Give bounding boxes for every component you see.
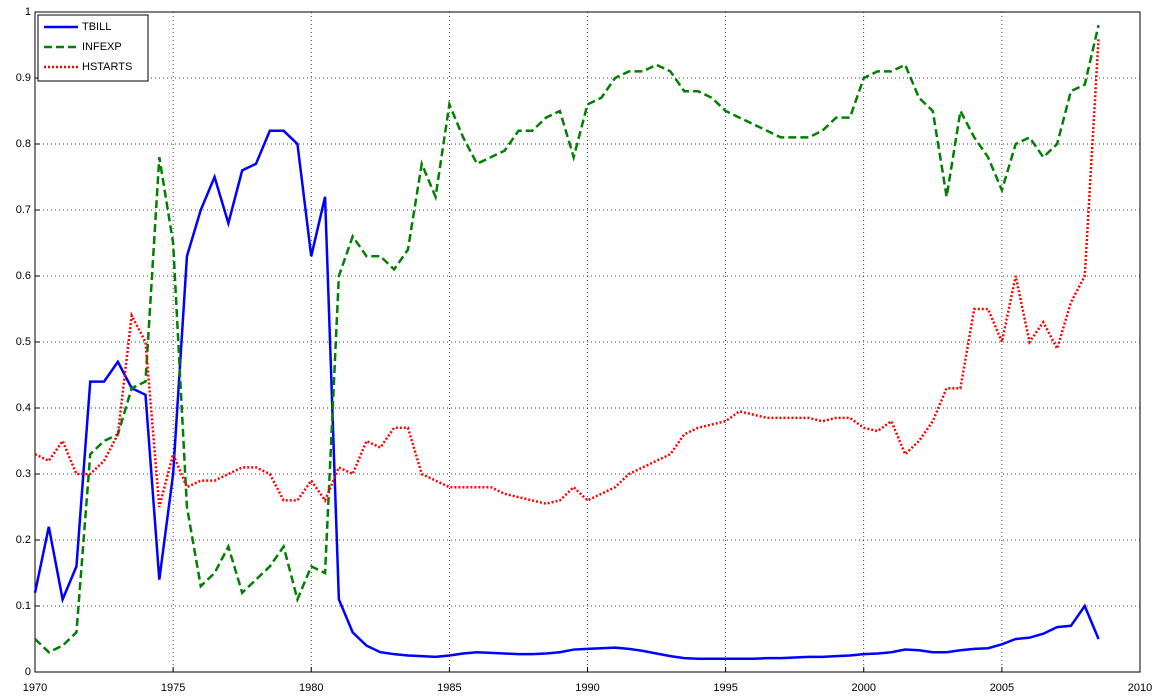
legend-label: TBILL [82, 21, 111, 33]
x-tick-label: 1995 [713, 682, 737, 694]
legend-label: HSTARTS [82, 61, 132, 73]
x-tick-label: 1975 [161, 682, 185, 694]
y-tick-label: 0.3 [16, 468, 31, 480]
y-tick-label: 1 [25, 6, 31, 18]
x-tick-label: 1985 [437, 682, 461, 694]
y-tick-label: 0.9 [16, 72, 31, 84]
legend-label: INFEXP [82, 41, 122, 53]
y-tick-label: 0.1 [16, 600, 31, 612]
plot-frame [34, 11, 1141, 673]
x-tick-label: 2000 [852, 682, 876, 694]
y-tick-label: 0.2 [16, 534, 31, 546]
line-series [33, 129, 1100, 661]
y-tick-label: 0.6 [16, 270, 31, 282]
x-tick-label: 1970 [23, 682, 47, 694]
x-tick-label: 1980 [299, 682, 323, 694]
y-tick-label: 0.4 [16, 402, 31, 414]
y-tick-label: 0.5 [16, 336, 31, 348]
x-tick-label: 2005 [990, 682, 1014, 694]
line-series [34, 24, 1100, 654]
x-tick-label: 1990 [575, 682, 599, 694]
x-tick-label: 2010 [1128, 682, 1152, 694]
y-tick-label: 0.7 [16, 204, 31, 216]
y-tick-label: 0 [25, 666, 31, 678]
y-tick-label: 0.8 [16, 138, 31, 150]
